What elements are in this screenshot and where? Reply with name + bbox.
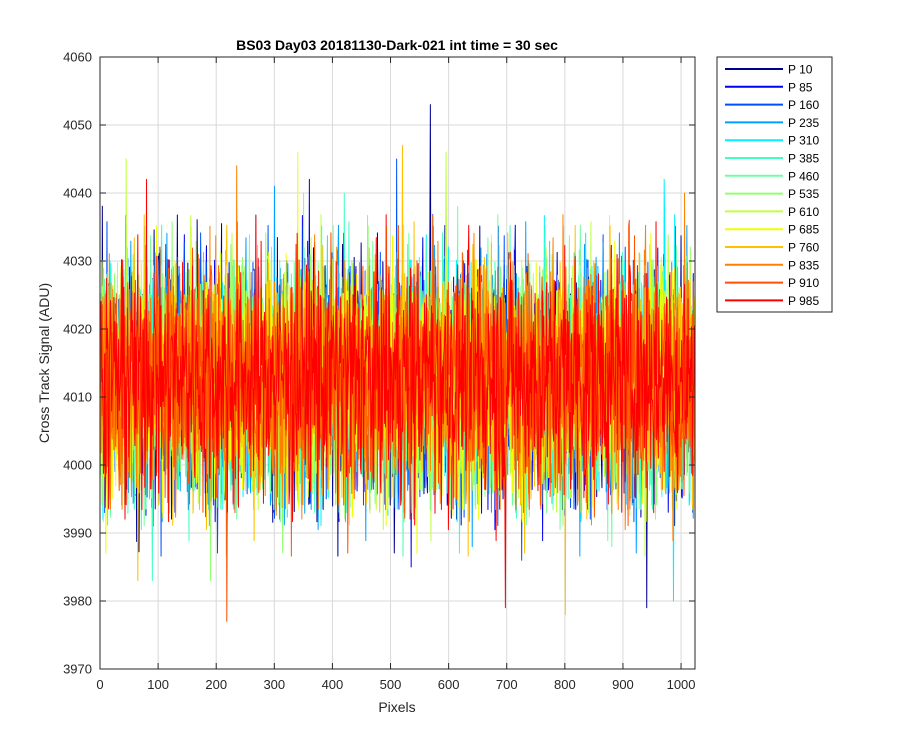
y-tick-label: 4060 [63, 50, 92, 65]
legend-entry-label: P 160 [788, 98, 819, 112]
plot-frame [99, 56, 696, 670]
series-line-p-985 [100, 178, 695, 609]
legend-box [716, 56, 833, 313]
legend-entry-label: P 910 [788, 276, 819, 290]
legend-entry-label: P 235 [788, 116, 819, 130]
x-tick-label: 400 [322, 677, 344, 692]
legend-entry-label: P 685 [788, 223, 819, 237]
legend-entry-label: P 835 [788, 258, 819, 272]
y-tick-labels: 3970 3980 3990 4000 4010 4020 4030 4040 4050 4060 [63, 50, 92, 677]
x-tick-labels: 0 100 200 300 400 500 600 700 800 900 1000 [96, 677, 695, 692]
legend-entry-label: P 85 [788, 80, 813, 94]
ticks [99, 56, 695, 670]
legend-entry-label: P 610 [788, 205, 819, 219]
series-layer [100, 104, 695, 622]
legend-entry-label: P 535 [788, 187, 819, 201]
y-axis-label: Cross Track Signal (ADU) [36, 283, 52, 443]
y-tick-label: 4050 [63, 118, 92, 133]
y-tick-label: 3980 [63, 594, 92, 609]
y-tick-label: 4000 [63, 458, 92, 473]
y-tick-label: 4030 [63, 254, 92, 269]
x-tick-label: 300 [263, 677, 285, 692]
x-tick-label: 0 [96, 677, 103, 692]
legend-entry-label: P 10 [788, 63, 813, 77]
chart-title: BS03 Day03 20181130-Dark-021 int time = … [236, 37, 558, 53]
legend-entry-label: P 385 [788, 152, 819, 166]
x-tick-label: 500 [380, 677, 402, 692]
legend: P 10 P 85 P 160 P 235 P 310 P 385 P 460 P 535 P … [716, 56, 833, 313]
x-tick-label: 800 [554, 677, 576, 692]
x-axis-label: Pixels [378, 699, 415, 715]
legend-entry-label: P 985 [788, 294, 819, 308]
x-tick-label: 600 [438, 677, 460, 692]
y-tick-label: 4020 [63, 322, 92, 337]
y-tick-label: 4010 [63, 390, 92, 405]
x-tick-label: 200 [205, 677, 227, 692]
x-tick-label: 1000 [667, 677, 696, 692]
y-tick-label: 4040 [63, 186, 92, 201]
legend-entry-label: P 310 [788, 134, 819, 148]
x-tick-label: 100 [147, 677, 169, 692]
legend-entry-label: P 760 [788, 241, 819, 255]
y-tick-label: 3990 [63, 526, 92, 541]
x-tick-label: 900 [612, 677, 634, 692]
legend-entry-label: P 460 [788, 169, 819, 183]
x-tick-label: 700 [496, 677, 518, 692]
y-tick-label: 3970 [63, 662, 92, 677]
